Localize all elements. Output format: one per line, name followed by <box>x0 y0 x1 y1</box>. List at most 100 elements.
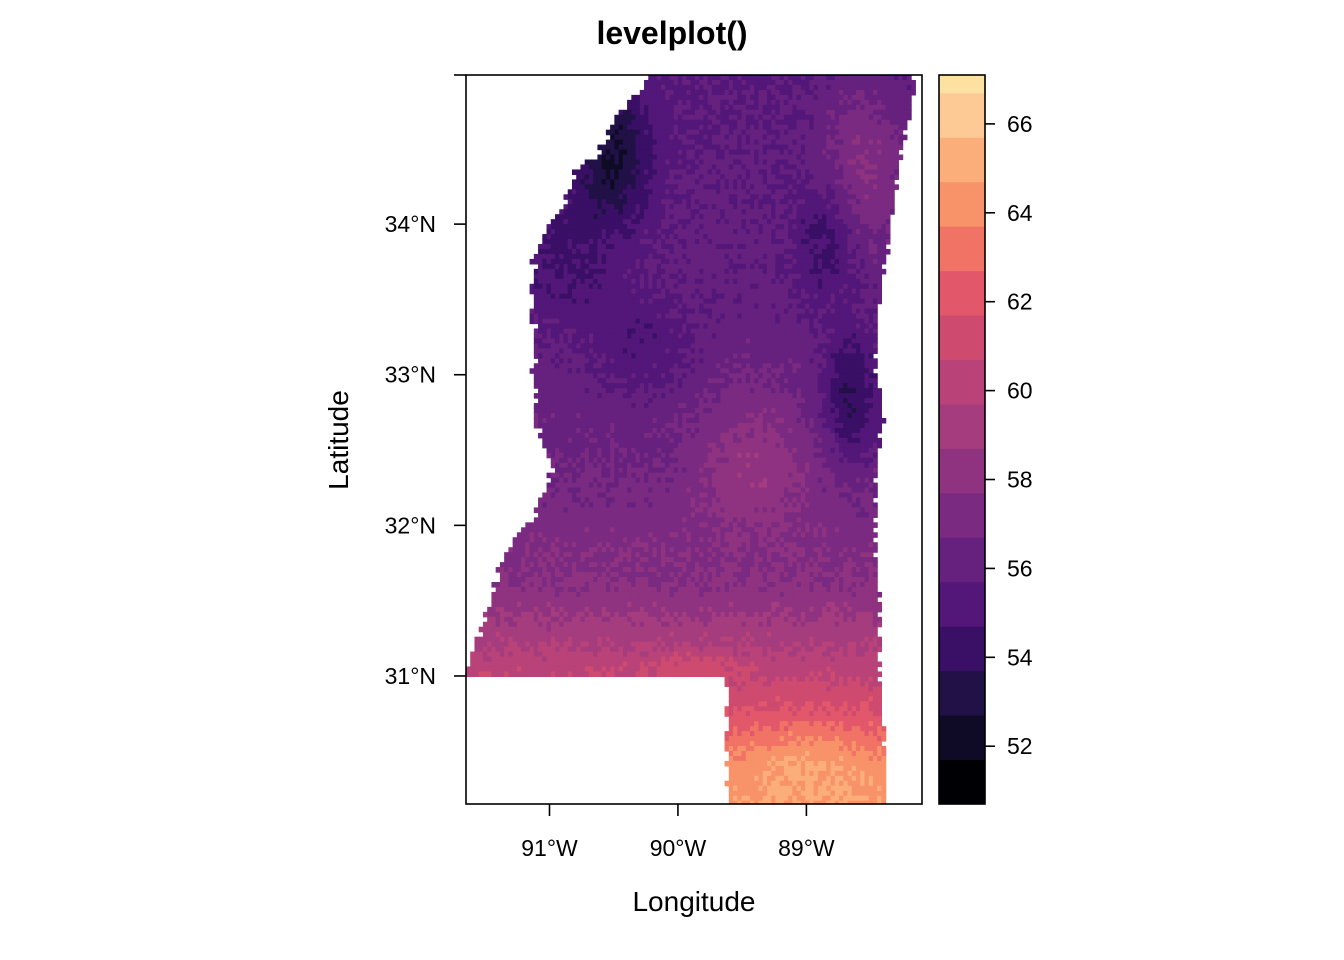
heatmap-cell <box>822 99 827 106</box>
heatmap-cell <box>580 303 586 310</box>
heatmap-cell <box>839 229 844 235</box>
heatmap-cell <box>724 199 730 205</box>
heatmap-cell <box>855 278 861 285</box>
heatmap-cell <box>716 373 721 379</box>
heatmap-cell <box>877 84 883 91</box>
heatmap-cell <box>779 388 785 394</box>
heatmap-cell <box>830 318 836 325</box>
heatmap-cell <box>694 94 700 101</box>
heatmap-cell <box>771 333 777 340</box>
heatmap-cell <box>733 313 738 320</box>
heatmap-cell <box>550 258 556 265</box>
heatmap-cell <box>843 124 849 131</box>
heatmap-cell <box>652 159 658 166</box>
heatmap-cell <box>694 258 700 265</box>
heatmap-cell <box>737 84 743 91</box>
heatmap-cell <box>741 298 747 305</box>
heatmap-cell <box>855 229 861 235</box>
heatmap-cell <box>737 343 743 349</box>
heatmap-cell <box>686 94 692 101</box>
heatmap-cell <box>665 114 671 121</box>
heatmap-cell <box>614 363 620 369</box>
heatmap-cell <box>652 378 658 384</box>
heatmap-cell <box>750 179 755 185</box>
heatmap-cell <box>783 149 789 156</box>
heatmap-cell <box>580 179 586 185</box>
heatmap-cell <box>783 363 789 369</box>
heatmap-cell <box>571 209 577 215</box>
heatmap-cell <box>614 358 620 364</box>
heatmap-cell <box>872 268 878 275</box>
heatmap-cell <box>652 79 658 86</box>
heatmap-cell <box>847 328 853 335</box>
heatmap-cell <box>682 94 688 101</box>
heatmap-cell <box>550 229 556 235</box>
heatmap-cell <box>766 338 772 344</box>
heatmap-cell <box>652 308 658 315</box>
heatmap-cell <box>555 323 560 330</box>
heatmap-cell <box>724 179 730 185</box>
heatmap-cell <box>665 109 671 116</box>
heatmap-cell <box>707 124 713 131</box>
heatmap-cell <box>601 323 607 330</box>
heatmap-cell <box>622 308 628 315</box>
heatmap-cell <box>741 204 747 210</box>
heatmap-cell <box>847 239 853 245</box>
heatmap-cell <box>546 318 552 325</box>
heatmap-cell <box>889 79 895 86</box>
heatmap-cell <box>720 393 726 399</box>
heatmap-cell <box>699 144 704 151</box>
heatmap-cell <box>550 383 556 389</box>
heatmap-cell <box>847 388 853 394</box>
heatmap-cell <box>648 104 654 111</box>
heatmap-cell <box>576 293 582 300</box>
heatmap-cell <box>834 189 840 195</box>
heatmap-cell <box>677 134 683 141</box>
heatmap-cell <box>635 154 641 161</box>
heatmap-cell <box>741 94 747 101</box>
heatmap-cell <box>783 194 789 200</box>
heatmap-cell <box>720 373 726 379</box>
heatmap-cell <box>877 189 883 195</box>
heatmap-cell <box>809 303 815 310</box>
heatmap-cell <box>805 179 810 185</box>
heatmap-cell <box>809 368 815 374</box>
heatmap-cell <box>559 283 565 290</box>
heatmap-cell <box>830 174 836 180</box>
heatmap-cell <box>682 234 688 240</box>
heatmap-cell <box>614 209 620 215</box>
heatmap-cell <box>826 114 832 121</box>
heatmap-cell <box>605 194 611 200</box>
heatmap-cell <box>855 333 861 340</box>
heatmap-cell <box>788 268 793 275</box>
heatmap-cell <box>529 313 535 320</box>
heatmap-cell <box>597 194 603 200</box>
heatmap-cell <box>669 293 675 300</box>
heatmap-cell <box>703 219 709 225</box>
heatmap-cell <box>728 184 734 190</box>
heatmap-cell <box>881 258 887 265</box>
heatmap-cell <box>660 388 666 394</box>
heatmap-cell <box>783 154 789 161</box>
heatmap-cell <box>737 179 743 185</box>
heatmap-cell <box>788 323 793 330</box>
heatmap-cell <box>660 328 666 335</box>
heatmap-cell <box>758 169 764 176</box>
heatmap-cell <box>588 199 594 205</box>
heatmap-cell <box>843 89 849 96</box>
heatmap-cell <box>555 368 560 374</box>
heatmap-cell <box>750 383 755 389</box>
heatmap-cell <box>563 343 569 349</box>
heatmap-cell <box>707 308 713 315</box>
heatmap-cell <box>728 338 734 344</box>
heatmap-cell <box>690 219 696 225</box>
heatmap-cell <box>711 368 717 374</box>
heatmap-cell <box>588 234 594 240</box>
heatmap-cell <box>690 373 696 379</box>
heatmap-cell <box>644 194 649 200</box>
heatmap-cell <box>758 393 764 399</box>
heatmap-cell <box>690 124 696 131</box>
heatmap-cell <box>826 229 832 235</box>
heatmap-cell <box>694 388 700 394</box>
heatmap-cell <box>830 129 836 136</box>
